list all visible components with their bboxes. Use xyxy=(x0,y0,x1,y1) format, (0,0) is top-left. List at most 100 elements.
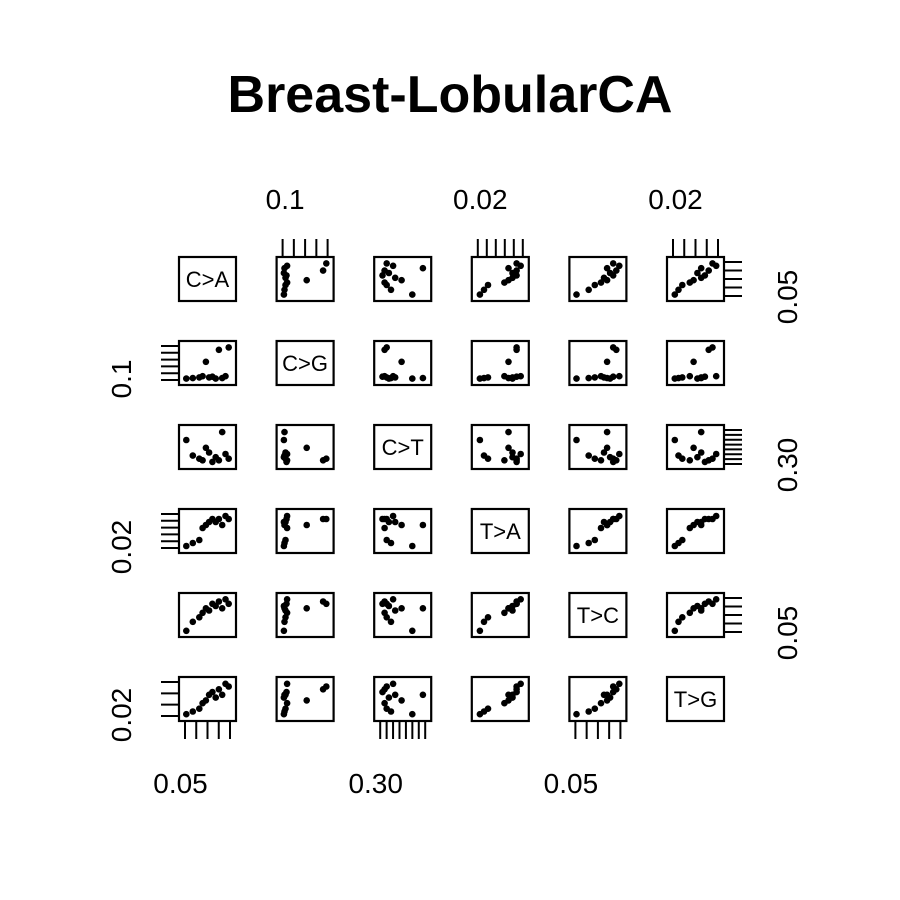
data-point xyxy=(616,512,623,520)
data-point xyxy=(280,291,288,298)
panel-frame xyxy=(470,591,530,639)
panel-frame xyxy=(275,423,335,471)
scatter-panel-c-to-a-t-to-c xyxy=(568,255,628,303)
diagonal-panel-t-to-g-t-to-g: T>G xyxy=(665,675,726,723)
panel-frame xyxy=(665,507,726,555)
data-point xyxy=(389,596,397,603)
data-point xyxy=(283,699,291,707)
scatter-panel-t-to-g-t-to-a xyxy=(470,675,530,723)
data-point xyxy=(671,627,679,635)
data-point xyxy=(381,267,388,274)
data-point xyxy=(675,618,682,626)
data-point xyxy=(591,281,599,289)
data-point xyxy=(383,344,391,351)
data-point xyxy=(215,598,223,605)
data-point xyxy=(585,286,592,294)
scatter-panel-c-to-g-t-to-c xyxy=(568,339,628,387)
data-point xyxy=(281,521,288,529)
panel-frame xyxy=(470,675,530,723)
data-point xyxy=(225,344,232,351)
data-point xyxy=(484,374,492,381)
data-point xyxy=(505,264,512,272)
data-point xyxy=(712,372,720,380)
data-point xyxy=(603,374,611,382)
data-point xyxy=(709,600,716,608)
panel-frame xyxy=(568,423,628,471)
data-point xyxy=(513,455,520,463)
data-point xyxy=(697,605,705,612)
data-point xyxy=(484,281,492,289)
data-point xyxy=(505,444,512,452)
panel-frame xyxy=(568,255,628,303)
data-point xyxy=(603,358,611,366)
diagonal-panel-c-to-a-c-to-a: C>A xyxy=(177,255,238,303)
top-axis-label: 0.02 xyxy=(453,184,508,215)
data-point xyxy=(480,618,488,626)
data-point xyxy=(283,680,291,688)
data-point xyxy=(202,444,210,452)
bottom-axis-ticks-c-to-a xyxy=(184,721,231,739)
data-point xyxy=(383,260,391,267)
data-point xyxy=(701,272,709,279)
data-point xyxy=(517,372,524,380)
data-point xyxy=(280,269,288,277)
data-point xyxy=(591,536,599,544)
data-point xyxy=(283,512,291,520)
data-point xyxy=(398,605,405,612)
data-point xyxy=(391,607,399,614)
scatter-panel-c-to-a-c-to-t xyxy=(373,255,433,303)
data-point xyxy=(419,264,427,272)
scatter-panel-t-to-a-c-to-a xyxy=(177,507,238,555)
data-point xyxy=(585,539,592,547)
data-point xyxy=(597,457,605,464)
data-point xyxy=(573,542,580,550)
data-point xyxy=(505,605,512,612)
data-point xyxy=(709,515,716,523)
bottom-axis-ticks-c-to-t xyxy=(379,721,427,739)
data-point xyxy=(484,455,492,463)
data-point xyxy=(603,521,611,529)
data-point xyxy=(419,605,427,612)
data-point xyxy=(613,267,620,274)
panel-frame xyxy=(275,507,335,555)
data-point xyxy=(281,691,288,699)
panel-frame xyxy=(470,423,530,471)
data-point xyxy=(409,710,416,718)
data-point xyxy=(381,699,388,707)
data-point xyxy=(419,374,427,382)
panel-frame xyxy=(470,339,530,387)
scatter-panel-c-to-a-t-to-a xyxy=(470,255,530,303)
bottom-axis-label: 0.05 xyxy=(153,768,208,799)
panel-frame xyxy=(568,507,628,555)
panel-frame xyxy=(373,591,433,639)
data-point xyxy=(591,455,599,463)
data-point xyxy=(573,710,580,718)
data-point xyxy=(686,457,694,464)
panel-frame xyxy=(275,591,335,639)
left-axis-label: 0.02 xyxy=(106,520,137,575)
left-axis-ticks-t-to-g xyxy=(161,681,179,717)
panel-frame xyxy=(568,591,628,639)
data-point xyxy=(398,697,405,704)
data-point xyxy=(419,691,427,699)
data-point xyxy=(218,691,226,699)
panel-frame xyxy=(470,507,530,555)
chart-title: Breast-LobularCA xyxy=(228,66,673,124)
data-point xyxy=(183,436,190,444)
data-point xyxy=(282,536,289,544)
data-point xyxy=(199,372,206,380)
data-point xyxy=(189,708,197,715)
data-point xyxy=(409,627,416,635)
scatter-panel-t-to-a-c-to-t xyxy=(373,507,433,555)
scatter-panel-c-to-a-t-to-g xyxy=(665,255,726,303)
right-axis-ticks-c-to-a xyxy=(724,261,742,297)
data-point xyxy=(573,375,580,382)
panel-frame xyxy=(665,339,726,387)
data-point xyxy=(319,267,327,274)
panel-frame xyxy=(275,339,335,387)
scatter-panel-t-to-g-c-to-t xyxy=(373,675,433,723)
data-point xyxy=(389,512,397,520)
scatter-panel-c-to-t-c-to-a xyxy=(177,423,238,471)
data-point xyxy=(225,600,232,608)
right-axis-label: 0.05 xyxy=(772,606,803,661)
